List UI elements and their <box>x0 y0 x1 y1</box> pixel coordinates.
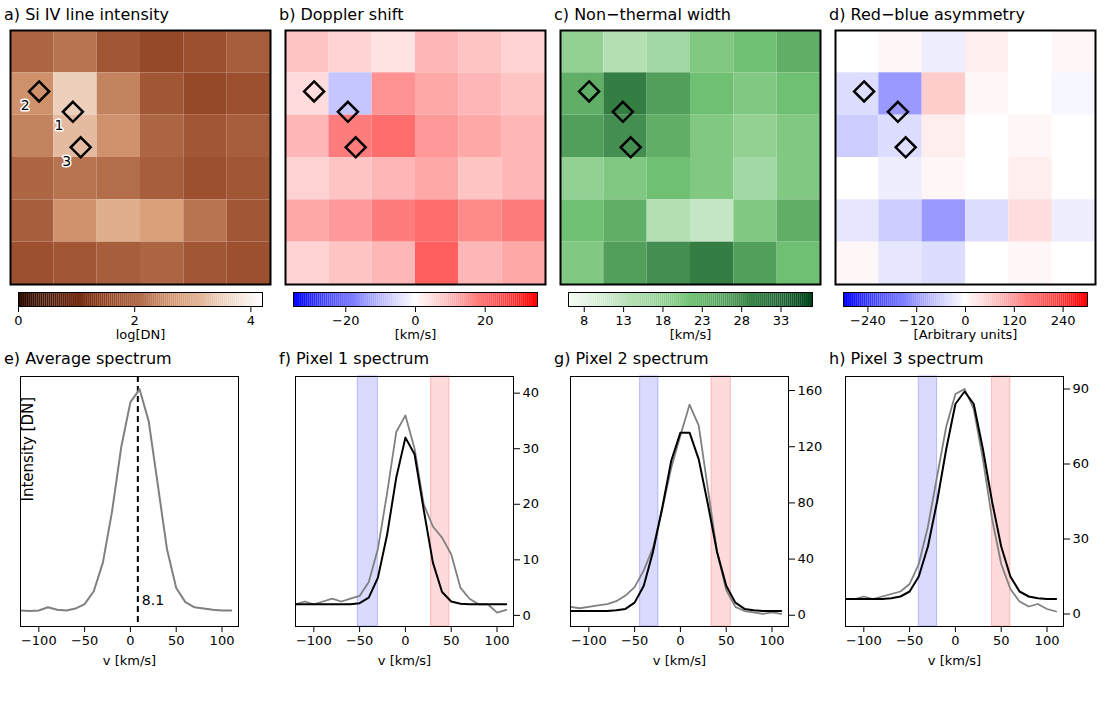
svg-text:40: 40 <box>523 385 540 400</box>
svg-text:−50: −50 <box>896 633 923 648</box>
svg-text:−240: −240 <box>850 313 886 328</box>
html-text:b) Doppler shift: b) Doppler shift <box>279 5 404 24</box>
svg-text:Intensity [DN]: Intensity [DN] <box>19 397 37 502</box>
svg-text:0: 0 <box>951 633 959 648</box>
svg-text:0: 0 <box>676 633 684 648</box>
svg-text:100: 100 <box>485 633 510 648</box>
svg-text:1: 1 <box>54 117 63 133</box>
svg-text:50: 50 <box>168 633 185 648</box>
svg-text:60: 60 <box>1073 456 1090 471</box>
svg-text:−50: −50 <box>621 633 648 648</box>
svg-text:30: 30 <box>523 441 540 456</box>
svg-text:−100: −100 <box>296 633 332 648</box>
svg-text:−20: −20 <box>332 313 359 328</box>
svg-text:240: 240 <box>1051 313 1076 328</box>
svg-text:v [km/s]: v [km/s] <box>378 653 431 668</box>
svg-text:2: 2 <box>21 97 30 113</box>
svg-text:3: 3 <box>62 153 71 169</box>
svg-text:log[DN]: log[DN] <box>116 327 166 342</box>
html-text:d) Red−blue asymmetry: d) Red−blue asymmetry <box>829 5 1025 24</box>
svg-text:160: 160 <box>798 383 823 398</box>
svg-text:50: 50 <box>993 633 1010 648</box>
svg-text:v [km/s]: v [km/s] <box>103 653 156 668</box>
svg-text:0: 0 <box>126 633 134 648</box>
svg-text:120: 120 <box>798 439 823 454</box>
svg-text:120: 120 <box>1002 313 1027 328</box>
svg-text:80: 80 <box>798 495 815 510</box>
svg-text:8: 8 <box>580 313 588 328</box>
svg-text:0: 0 <box>523 608 531 623</box>
svg-text:18: 18 <box>655 313 672 328</box>
svg-text:50: 50 <box>718 633 735 648</box>
html-text:c) Non−thermal width: c) Non−thermal width <box>554 5 731 24</box>
svg-text:10: 10 <box>523 552 540 567</box>
svg-text:[Arbitrary units]: [Arbitrary units] <box>914 327 1018 342</box>
svg-text:50: 50 <box>443 633 460 648</box>
svg-text:0: 0 <box>798 607 806 622</box>
svg-text:0: 0 <box>401 633 409 648</box>
svg-text:[km/s]: [km/s] <box>395 327 437 342</box>
svg-text:20: 20 <box>523 496 540 511</box>
html-text:f) Pixel 1 spectrum: f) Pixel 1 spectrum <box>279 349 429 368</box>
html-text:a) Si IV line intensity: a) Si IV line intensity <box>4 5 169 24</box>
svg-text:33: 33 <box>773 313 790 328</box>
svg-text:20: 20 <box>477 313 494 328</box>
svg-text:30: 30 <box>1073 531 1090 546</box>
svg-text:4: 4 <box>247 313 255 328</box>
svg-text:40: 40 <box>798 551 815 566</box>
svg-text:0: 0 <box>961 313 969 328</box>
svg-text:2: 2 <box>131 313 139 328</box>
svg-text:0: 0 <box>411 313 419 328</box>
svg-text:100: 100 <box>1035 633 1060 648</box>
svg-text:−50: −50 <box>346 633 373 648</box>
svg-text:90: 90 <box>1073 381 1090 396</box>
svg-text:100: 100 <box>760 633 785 648</box>
svg-text:−120: −120 <box>899 313 935 328</box>
svg-text:100: 100 <box>210 633 235 648</box>
svg-text:v [km/s]: v [km/s] <box>653 653 706 668</box>
html-text:e) Average spectrum: e) Average spectrum <box>4 349 172 368</box>
svg-text:13: 13 <box>615 313 632 328</box>
svg-text:−50: −50 <box>71 633 98 648</box>
html-text:h) Pixel 3 spectrum: h) Pixel 3 spectrum <box>829 349 984 368</box>
svg-text:−100: −100 <box>846 633 882 648</box>
svg-text:8.1: 8.1 <box>142 592 164 608</box>
html-text:g) Pixel 2 spectrum: g) Pixel 2 spectrum <box>554 349 709 368</box>
svg-text:23: 23 <box>694 313 711 328</box>
svg-text:−100: −100 <box>21 633 57 648</box>
svg-text:0: 0 <box>14 313 22 328</box>
svg-text:[km/s]: [km/s] <box>670 327 712 342</box>
svg-text:v [km/s]: v [km/s] <box>928 653 981 668</box>
svg-text:0: 0 <box>1073 606 1081 621</box>
svg-text:−100: −100 <box>571 633 607 648</box>
svg-text:28: 28 <box>733 313 750 328</box>
